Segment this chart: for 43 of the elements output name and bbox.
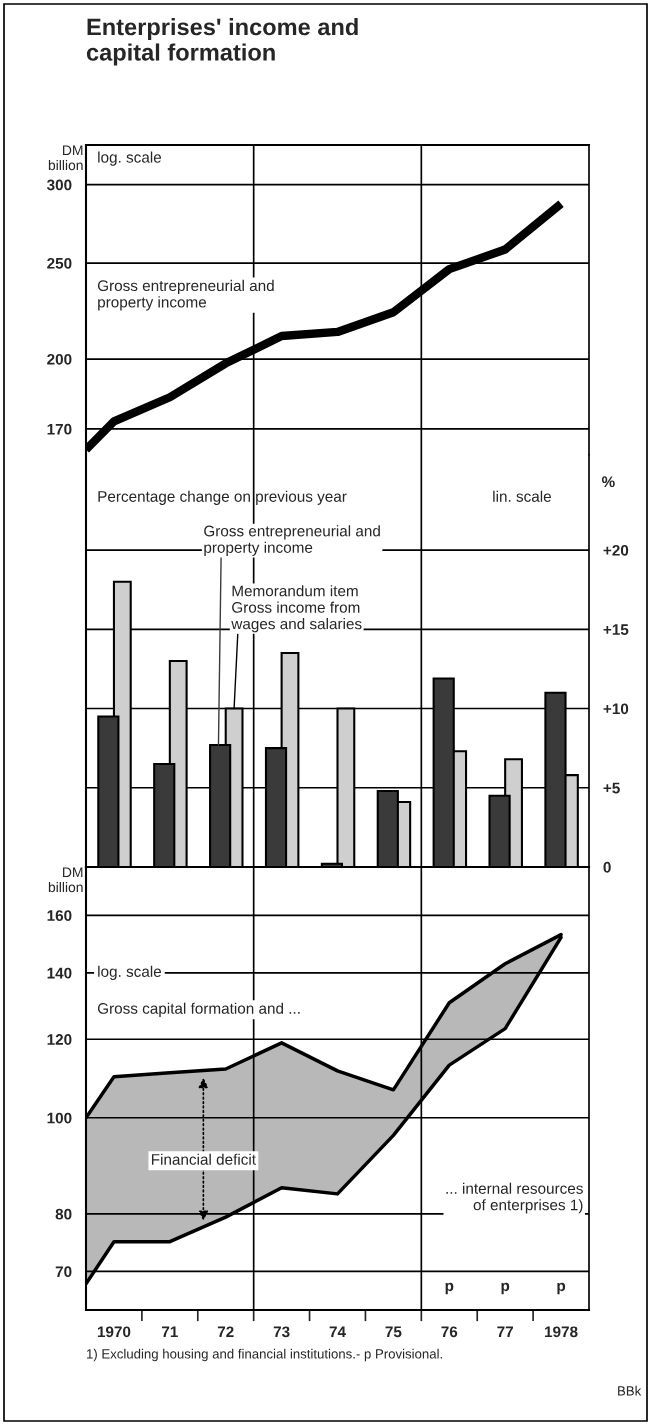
x-tick-label: 1970 — [97, 1326, 131, 1338]
annotation: ... internal resources of enterprises 1) — [446, 1182, 583, 1214]
x-tick-label: 71 — [161, 1326, 178, 1338]
x-tick-label: 72 — [217, 1326, 234, 1338]
y-tick-label: 120 — [47, 1034, 72, 1045]
y-tick-label: 70 — [55, 1266, 72, 1278]
chart-title: Enterprises' income and capital formation — [86, 18, 358, 66]
text: 1) Excluding housing and financial institutions.- p Provisional. — [87, 1348, 442, 1362]
x-tick-label: 73 — [273, 1326, 290, 1338]
series-label: Gross entrepreneurial and property income — [97, 279, 274, 311]
y-tick-label: 200 — [47, 353, 72, 365]
y-tick-label: 170 — [47, 423, 72, 435]
y-tick-label: 160 — [47, 910, 72, 922]
y-tick-label: +10 — [603, 703, 629, 715]
annotation: log. scale — [98, 151, 162, 166]
y-tick-label: +20 — [603, 544, 629, 556]
y-tick-label: 80 — [55, 1208, 72, 1220]
x-tick-label: 76 — [441, 1326, 458, 1338]
x-tick-label: 1978 — [545, 1326, 578, 1338]
annotation: Gross capital formation and ... — [97, 1002, 300, 1017]
x-tick-label: 75 — [385, 1326, 402, 1338]
text: Financial deficit — [151, 1153, 256, 1165]
text: BBk — [618, 1385, 642, 1396]
text: Gross entrepreneurial and property income — [204, 525, 380, 556]
x-tick-label: 74 — [329, 1326, 346, 1338]
annotation: p — [445, 1282, 454, 1295]
annotation: p — [557, 1282, 566, 1295]
x-tick-label: 77 — [497, 1326, 513, 1338]
annotation: p — [501, 1282, 510, 1295]
y-tick-label: 140 — [47, 967, 72, 979]
annotation: log. scale — [98, 965, 162, 980]
y-tick-label: 100 — [47, 1112, 72, 1124]
text: Memorandum item Gross income from wages and salaries — [231, 585, 362, 633]
annotation: Percentage change on previous year — [98, 490, 347, 505]
y-axis-title: DM billion — [48, 145, 83, 171]
y-tick-label: 300 — [46, 179, 72, 191]
y-axis-title: DM billion — [48, 867, 83, 893]
y-axis-title: % — [601, 476, 615, 488]
y-tick-label: +5 — [603, 782, 620, 794]
y-tick-label: 250 — [47, 257, 72, 269]
y-tick-label: +15 — [603, 624, 629, 635]
y-tick-label: 0 — [603, 861, 611, 873]
annotation: lin. scale — [493, 490, 551, 502]
